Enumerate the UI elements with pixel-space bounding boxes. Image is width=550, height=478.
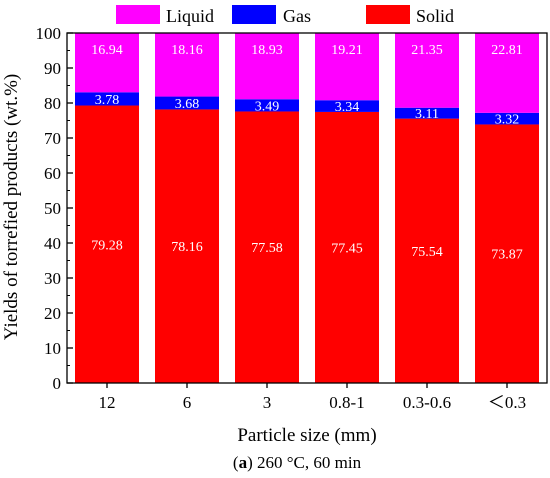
- y-tick-label: 90: [44, 59, 61, 78]
- bar-solid-12: [75, 105, 139, 384]
- data-label-liquid-12: 16.94: [91, 43, 123, 58]
- data-label-solid-0-3-0-6: 75.54: [411, 245, 443, 260]
- data-label-solid-0-3: 73.87: [491, 248, 523, 263]
- bar-gas-12: [75, 92, 139, 106]
- y-tick-label: 30: [44, 269, 61, 288]
- figure-caption: (a) 260 °C, 60 min: [233, 453, 362, 472]
- y-axis-title: Yields of torrefied products (wt.%): [1, 74, 22, 340]
- bar-solid-0-3: [475, 124, 539, 383]
- data-label-solid-6: 78.16: [171, 240, 203, 255]
- bars: [75, 33, 539, 384]
- data-label-liquid-0-3-0-6: 21.35: [411, 43, 443, 58]
- data-label-liquid-0-8-1: 19.21: [331, 43, 363, 58]
- bar-liquid-6: [155, 33, 219, 97]
- data-label-liquid-6: 18.16: [171, 43, 203, 58]
- legend-label-gas: Gas: [283, 6, 311, 26]
- legend-label-solid: Solid: [416, 6, 454, 26]
- bar-liquid-3: [235, 33, 299, 100]
- legend-label-liquid: Liquid: [166, 6, 214, 26]
- y-tick-label: 40: [44, 234, 61, 253]
- bar-liquid-12: [75, 33, 139, 93]
- bar-gas-3: [235, 99, 299, 112]
- bar-solid-3: [235, 111, 299, 383]
- x-tick-label-6: 6: [183, 393, 192, 412]
- data-labels: 79.28 3.78 16.94 78.16 3.68 18.16 77.58 3.49 18.…: [91, 43, 523, 263]
- x-tick-label-3: 3: [263, 393, 272, 412]
- data-label-liquid-3: 18.93: [251, 43, 283, 58]
- caption-panel-label: a: [239, 453, 248, 472]
- y-tick-label: 100: [36, 24, 62, 43]
- y-tick-label: 70: [44, 129, 61, 148]
- axes: 0 10 20 30 40 50 60 70 80 90 100 12 6 3 0.8-1 0.3-0.6 ＜0…: [36, 24, 548, 412]
- x-tick-label-0-8-1: 0.8-1: [329, 393, 364, 412]
- data-label-liquid-0-3: 22.81: [491, 43, 523, 58]
- y-tick-label: 10: [44, 339, 61, 358]
- x-tick-label-12: 12: [99, 393, 116, 412]
- data-label-gas-3: 3.49: [255, 99, 280, 114]
- bar-gas-0-8-1: [315, 100, 379, 112]
- data-label-solid-12: 79.28: [91, 238, 123, 253]
- data-label-solid-3: 77.58: [251, 241, 283, 256]
- legend: Liquid Gas Solid: [116, 5, 454, 26]
- y-tick-label: 0: [53, 374, 62, 393]
- x-axis-title: Particle size (mm): [237, 425, 376, 446]
- data-label-gas-0-3-0-6: 3.11: [415, 107, 439, 122]
- bar-gas-0-3: [475, 112, 539, 125]
- bar-liquid-0-3: [475, 33, 539, 113]
- bar-solid-0-3-0-6: [395, 118, 459, 384]
- y-tick-label: 80: [44, 94, 61, 113]
- bar-gas-0-3-0-6: [395, 107, 459, 119]
- legend-swatch-solid: [366, 5, 410, 24]
- y-tick-label: 20: [44, 304, 61, 323]
- data-label-gas-6: 3.68: [175, 97, 200, 112]
- caption-text: 260 °C, 60 min: [253, 453, 362, 472]
- bar-liquid-0-8-1: [315, 33, 379, 101]
- x-tick-label-0-3: ＜0.3: [488, 393, 526, 412]
- data-label-gas-0-3: 3.32: [495, 113, 520, 128]
- bar-liquid-0-3-0-6: [395, 33, 459, 108]
- data-label-gas-12: 3.78: [95, 93, 120, 108]
- y-tick-label: 50: [44, 199, 61, 218]
- x-tick-label-0-3-0-6: 0.3-0.6: [403, 393, 451, 412]
- legend-swatch-liquid: [116, 5, 160, 24]
- bar-gas-6: [155, 96, 219, 110]
- data-label-solid-0-8-1: 77.45: [331, 241, 363, 256]
- bar-solid-6: [155, 109, 219, 383]
- bar-solid-0-8-1: [315, 111, 379, 384]
- legend-swatch-gas: [232, 5, 276, 24]
- y-tick-label: 60: [44, 164, 61, 183]
- data-label-gas-0-8-1: 3.34: [335, 100, 360, 115]
